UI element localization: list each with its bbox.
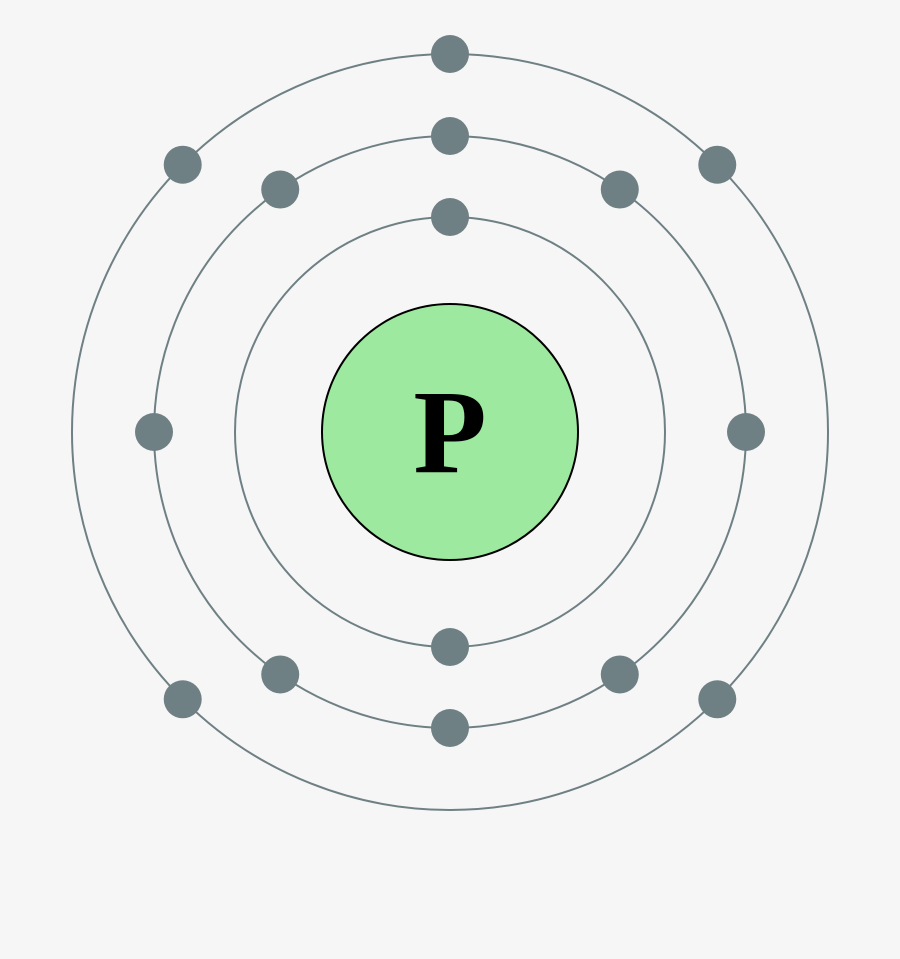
electron-shell3-5 — [698, 680, 736, 718]
electron-shell3-1 — [698, 146, 736, 184]
electron-shell2-3 — [261, 171, 299, 209]
electron-shell3-4 — [164, 680, 202, 718]
electron-shell2-6 — [431, 709, 469, 747]
electron-shell2-8 — [727, 413, 765, 451]
electron-shell2-7 — [601, 655, 639, 693]
electron-shell3-2 — [431, 35, 469, 73]
electron-shell2-4 — [135, 413, 173, 451]
electron-shell2-1 — [601, 171, 639, 209]
electron-shell2-2 — [431, 117, 469, 155]
electron-shell3-3 — [164, 146, 202, 184]
bohr-model-diagram: P — [0, 0, 900, 959]
nucleus-label: P — [413, 366, 486, 499]
atom-svg: P — [0, 0, 900, 959]
electron-shell1-1 — [431, 198, 469, 236]
electron-shell1-2 — [431, 628, 469, 666]
electron-shell2-5 — [261, 655, 299, 693]
